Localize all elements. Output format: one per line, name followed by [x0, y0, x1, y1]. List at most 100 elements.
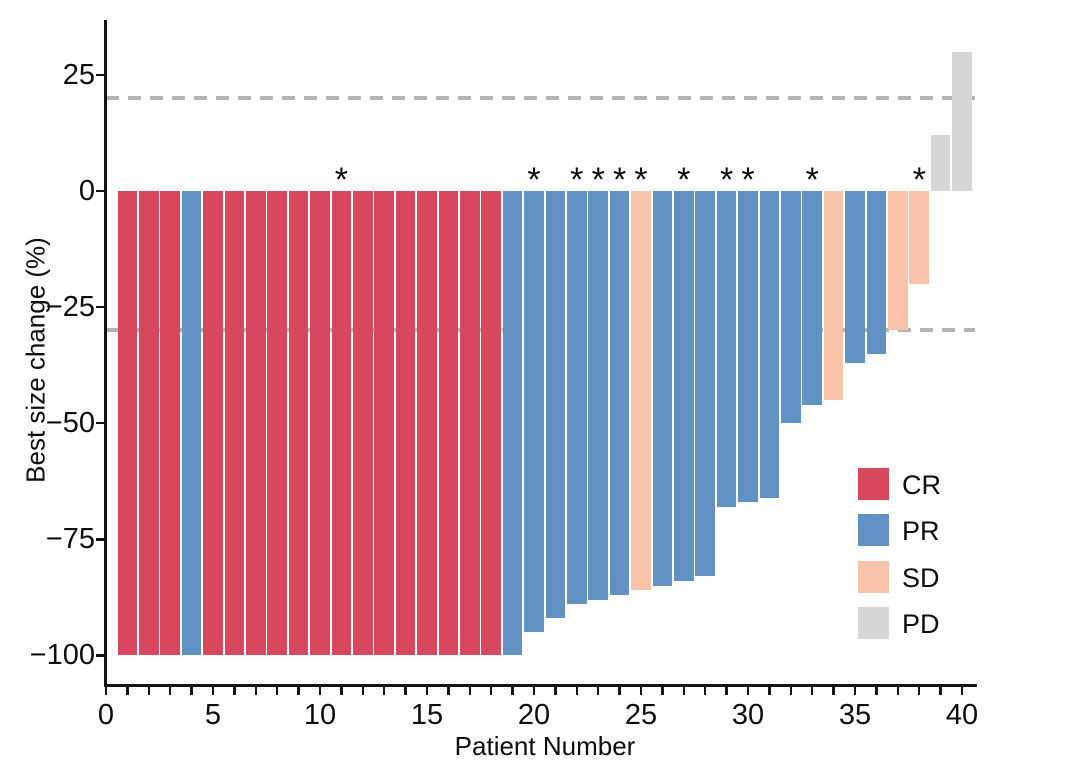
star-annotation-patient-33: * [805, 161, 819, 199]
x-tick-3 [168, 686, 172, 695]
x-tick-23 [596, 686, 600, 695]
star-annotation-patient-23: * [591, 161, 605, 199]
x-axis-line [104, 684, 977, 687]
bar-patient-3 [160, 191, 180, 656]
x-tick-30 [746, 686, 750, 695]
bar-patient-23 [588, 191, 608, 600]
legend-label-pd: PD [902, 608, 940, 639]
x-tick-0 [104, 686, 108, 695]
legend-row-pd: PD [858, 606, 978, 639]
y-tick-label-0: 0 [78, 175, 95, 207]
bar-patient-33 [802, 191, 822, 405]
bar-patient-14 [395, 191, 416, 656]
star-annotation-patient-29: * [719, 161, 734, 199]
bar-patient-27 [674, 191, 694, 582]
bar-patient-1 [117, 191, 138, 656]
bar-patient-18 [481, 191, 501, 656]
legend-row-cr: CR [858, 468, 978, 500]
x-tick-16 [447, 686, 450, 695]
bar-patient-8 [267, 191, 287, 656]
star-annotation-patient-38: * [912, 161, 926, 199]
legend-label-pr: PR [902, 516, 940, 547]
y-axis-title: Best size change (%) [20, 237, 51, 483]
bar-patient-15 [417, 191, 437, 656]
x-tick-32 [789, 686, 793, 695]
bar-patient-37 [888, 191, 908, 331]
bar-patient-32 [781, 191, 801, 424]
x-tick-20 [532, 686, 536, 695]
x-tick-22 [575, 686, 579, 695]
x-tick-label-35: 35 [838, 699, 872, 731]
x-tick-9 [297, 686, 300, 695]
bar-patient-13 [374, 191, 394, 656]
legend-row-sd: SD [858, 560, 978, 593]
x-tick-36 [875, 686, 878, 695]
y-tick-label--75: −75 [45, 523, 95, 556]
x-tick-label-0: 0 [97, 699, 115, 731]
y-tick-label--100: −100 [29, 639, 95, 672]
bar-patient-17 [460, 191, 480, 656]
legend-swatch-sd [858, 560, 889, 593]
x-tick-31 [768, 686, 771, 695]
y-tick-25 [96, 73, 104, 77]
x-tick-33 [810, 686, 814, 695]
x-tick-24 [618, 686, 621, 695]
x-tick-28 [703, 686, 707, 695]
bar-patient-16 [438, 191, 459, 656]
bar-patient-28 [695, 191, 715, 577]
bar-patient-22 [567, 191, 587, 605]
x-tick-2 [147, 686, 151, 695]
x-tick-39 [939, 686, 942, 695]
star-annotation-patient-20: * [527, 161, 541, 199]
x-tick-label-25: 25 [624, 699, 658, 731]
x-tick-label-20: 20 [517, 699, 551, 731]
y-tick-label--25: −25 [45, 291, 95, 324]
bar-patient-29 [716, 191, 737, 507]
bar-patient-7 [246, 191, 266, 656]
y-tick-label-25: 25 [62, 58, 95, 91]
x-tick-label-10: 10 [303, 699, 337, 731]
bar-patient-26 [652, 191, 673, 586]
x-tick-18 [489, 686, 493, 695]
bar-patient-4 [181, 191, 202, 656]
bar-patient-24 [609, 191, 630, 596]
y-tick-0 [96, 189, 104, 193]
y-tick--75 [96, 538, 104, 541]
bar-patient-36 [866, 191, 887, 354]
bar-patient-11 [331, 191, 352, 656]
legend-swatch-pr [858, 514, 889, 547]
y-axis-line [104, 20, 107, 687]
bar-patient-19 [502, 191, 523, 656]
star-annotation-patient-22: * [570, 161, 584, 199]
bar-patient-20 [524, 191, 544, 633]
legend-row-pr: PR [858, 514, 978, 547]
x-tick-34 [832, 686, 835, 695]
y-tick--25 [96, 305, 104, 309]
x-tick-38 [917, 686, 921, 695]
y-tick--50 [96, 421, 104, 425]
x-tick-6 [233, 686, 236, 695]
bar-patient-38 [909, 191, 929, 284]
legend-label-cr: CR [902, 470, 941, 500]
x-tick-12 [361, 686, 365, 695]
bar-patient-35 [845, 191, 865, 363]
x-tick-1 [126, 686, 129, 695]
x-tick-10 [318, 686, 322, 695]
x-tick-35 [853, 686, 857, 695]
bar-patient-5 [203, 191, 223, 656]
x-tick-13 [382, 686, 386, 695]
bar-patient-30 [738, 191, 758, 503]
star-annotation-patient-11: * [334, 161, 348, 199]
x-tick-21 [554, 686, 557, 695]
x-tick-label-5: 5 [204, 699, 222, 731]
x-tick-37 [896, 686, 900, 695]
y-tick--100 [96, 654, 104, 657]
x-tick-40 [960, 686, 964, 695]
bar-patient-9 [288, 191, 309, 656]
x-tick-17 [468, 686, 472, 695]
star-annotation-patient-25: * [634, 161, 648, 199]
x-tick-label-15: 15 [410, 699, 444, 731]
x-tick-29 [725, 686, 728, 695]
bar-patient-21 [545, 191, 566, 619]
